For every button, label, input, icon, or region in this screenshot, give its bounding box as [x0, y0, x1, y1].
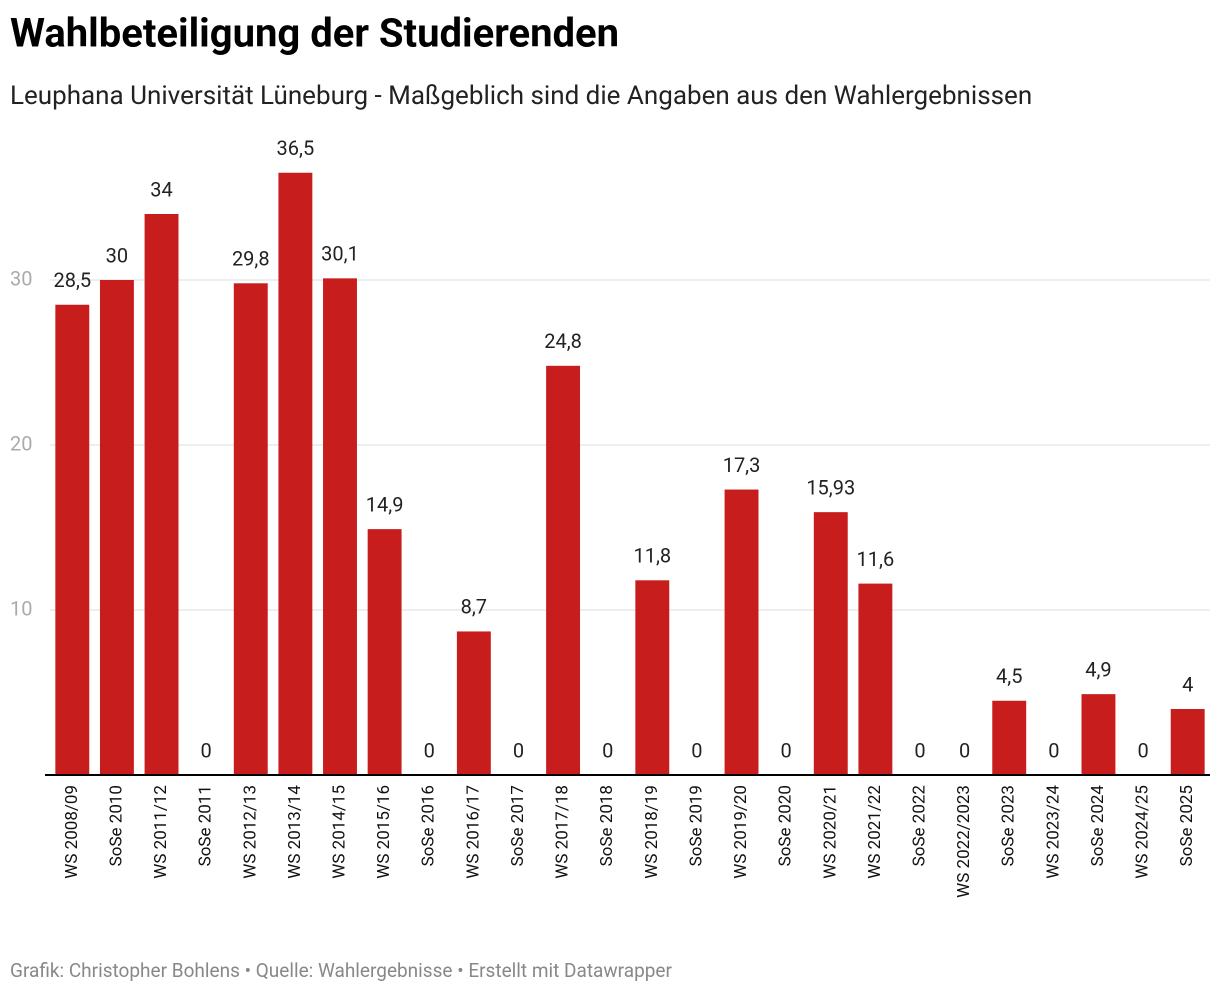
x-tick-label: SoSe 2017 [508, 785, 528, 866]
x-tick-label: WS 2014/15 [329, 785, 349, 879]
bar [323, 278, 357, 775]
bar [546, 365, 581, 775]
x-tick-label: WS 2012/13 [240, 785, 260, 879]
x-tick-label: SoSe 2022 [909, 785, 929, 866]
x-tick-label: WS 2015/16 [374, 785, 394, 879]
value-label: 0 [1137, 738, 1148, 762]
x-tick-label: WS 2016/17 [463, 785, 483, 879]
value-label: 15,93 [806, 475, 855, 499]
bar [813, 512, 848, 775]
value-label: 11,8 [633, 544, 671, 568]
value-label: 30 [106, 243, 128, 267]
value-label: 24,8 [544, 329, 582, 353]
value-label: 14,9 [366, 492, 404, 516]
value-label: 0 [914, 738, 925, 762]
value-label: 8,7 [461, 595, 487, 619]
value-label: 30,1 [321, 242, 359, 266]
value-label: 29,8 [232, 247, 270, 271]
x-tick-label: SoSe 2011 [196, 785, 216, 866]
bar [992, 700, 1027, 775]
value-label: 0 [201, 738, 212, 762]
y-tick-label: 20 [10, 431, 32, 455]
value-label: 0 [959, 738, 970, 762]
bar [635, 580, 670, 775]
x-tick-label: WS 2023/24 [1043, 785, 1063, 879]
x-tick-label: WS 2011/12 [151, 785, 171, 879]
x-tick-label: WS 2020/21 [820, 785, 840, 879]
x-tick-label: WS 2018/19 [642, 785, 662, 879]
value-label: 28,5 [53, 268, 91, 292]
x-tick-label: SoSe 2023 [999, 785, 1019, 866]
x-tick-label: WS 2021/22 [865, 785, 885, 879]
x-tick-label: SoSe 2024 [1088, 785, 1108, 867]
x-tick-label: WS 2024/25 [1133, 785, 1153, 879]
value-label: 0 [781, 738, 792, 762]
x-tick-label: SoSe 2020 [776, 785, 796, 866]
value-label: 0 [691, 738, 702, 762]
bar [144, 214, 179, 775]
x-tick-label: SoSe 2018 [597, 785, 617, 866]
x-tick-label: SoSe 2010 [106, 785, 126, 866]
x-tick-label: WS 2017/18 [553, 785, 573, 879]
bar [456, 631, 491, 775]
bar [858, 583, 893, 775]
bar [278, 172, 313, 775]
value-label: 0 [513, 738, 524, 762]
bar [1170, 709, 1205, 775]
y-tick-label: 10 [10, 596, 32, 620]
x-tick-label: SoSe 2016 [419, 785, 439, 866]
value-label: 0 [1048, 738, 1059, 762]
value-label: 4,9 [1085, 657, 1111, 681]
x-tick-label: SoSe 2025 [1177, 785, 1197, 866]
chart-title: Wahlbeteiligung der Studierenden [10, 10, 619, 57]
value-label: 0 [602, 738, 613, 762]
bar [55, 304, 90, 775]
value-label: 4 [1182, 672, 1193, 696]
chart-subtitle: Leuphana Universität Lüneburg - Maßgebli… [10, 81, 1032, 111]
value-label: 17,3 [723, 453, 761, 477]
bar [724, 489, 759, 775]
x-tick-label: SoSe 2019 [686, 785, 706, 866]
value-label: 0 [424, 738, 435, 762]
y-tick-label: 30 [10, 266, 32, 290]
x-tick-label: WS 2013/14 [285, 785, 305, 879]
value-label: 34 [150, 177, 172, 201]
value-label: 11,6 [857, 547, 895, 571]
x-tick-label: WS 2008/09 [62, 785, 82, 879]
value-label: 4,5 [996, 664, 1022, 688]
x-tick-label: WS 2022/2023 [954, 785, 974, 898]
value-label: 36,5 [277, 136, 315, 160]
x-tick-label: WS 2019/20 [731, 785, 751, 879]
bar [367, 529, 402, 775]
chart-footer: Grafik: Christopher Bohlens • Quelle: Wa… [10, 959, 672, 982]
bar [233, 283, 268, 775]
bar [99, 280, 134, 775]
bar [1081, 694, 1116, 775]
